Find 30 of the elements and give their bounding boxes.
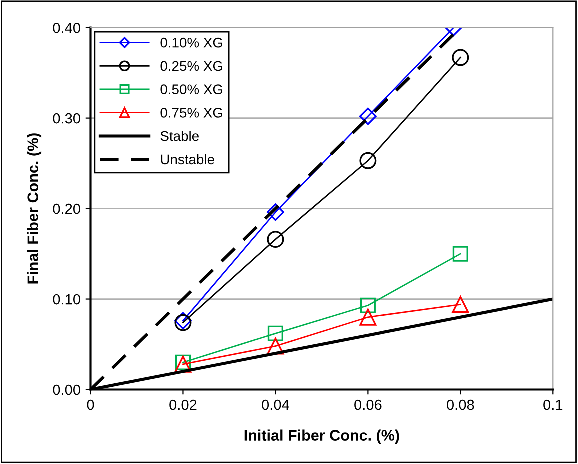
x-tick-label: 0.08: [447, 400, 474, 410]
y-tick-label: 0.40: [53, 22, 80, 34]
x-tick-label: 0.04: [262, 400, 290, 410]
legend-label: 0.10% XG: [160, 38, 222, 48]
point: [452, 246, 468, 262]
point: [360, 308, 377, 326]
x-tick-label: 0.02: [170, 400, 197, 410]
point: [360, 298, 376, 314]
legend-label: Unstable: [161, 154, 214, 165]
legend-label: 0.25% XG: [160, 61, 222, 72]
point: [267, 204, 284, 222]
x-axis-title: Initial Fiber Conc. (%): [244, 430, 400, 444]
y-tick-label: 0.10: [53, 294, 80, 305]
legend-label: 0.50% XG: [160, 84, 222, 94]
point: [268, 326, 284, 342]
legend-label: Stable: [160, 131, 199, 142]
point: [452, 296, 470, 314]
x-tick-label: 0.1: [544, 400, 563, 410]
point: [360, 152, 377, 170]
x-tick-label: 0: [87, 400, 94, 410]
point: [359, 108, 377, 126]
point: [267, 338, 284, 355]
x-tick-label: 0.06: [354, 400, 382, 410]
y-axis-title: Final Fiber Conc. (%): [27, 134, 42, 284]
y-tick-label: 0.20: [53, 204, 80, 214]
legend-label: 0.75% XG: [160, 108, 222, 118]
y-tick-label: 0.30: [53, 113, 80, 124]
y-tick-label: 0.00: [53, 384, 80, 396]
point: [452, 49, 470, 66]
point: [267, 231, 284, 248]
